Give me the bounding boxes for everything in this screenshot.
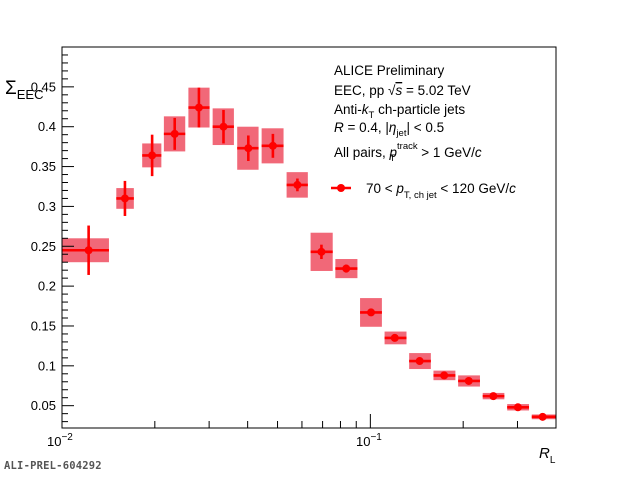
point-marker [440, 371, 449, 380]
y-tick-label: 0.4 [38, 119, 56, 134]
point-marker [464, 376, 473, 385]
annotation-alice-preliminary: ALICE Preliminary [334, 63, 445, 78]
data-point [531, 412, 556, 421]
point-marker [244, 144, 253, 153]
annotation-collision-system: EEC, pp √s = 5.02 TeV [334, 83, 471, 98]
data-point [433, 371, 456, 380]
data-point [482, 392, 505, 401]
point-marker [317, 247, 326, 256]
point-marker [120, 194, 129, 203]
point-marker [268, 141, 277, 150]
y-tick-label: 0.1 [38, 358, 56, 373]
axes [61, 46, 557, 429]
y-tick-label: 0.35 [31, 159, 56, 174]
x-axis-title: RL [539, 445, 556, 466]
x-tick-label-1e-1: 10−1 [356, 432, 382, 449]
data-point [286, 178, 308, 192]
legend-marker [337, 184, 345, 192]
point-marker [538, 412, 547, 421]
data-point [163, 117, 186, 150]
point-marker [170, 129, 179, 138]
x-tick-label-1e-2: 10−2 [47, 432, 73, 449]
data-points [62, 87, 556, 421]
point-marker [415, 357, 424, 366]
y-tick-label: 0.05 [31, 398, 56, 413]
legend: 70 < pT, ch jet < 120 GeV/c [331, 181, 516, 201]
data-point [261, 133, 284, 158]
data-point [188, 87, 210, 128]
y-axis-title: ΣEEC [5, 78, 43, 102]
data-point [212, 109, 234, 144]
y-tick-label: 0.25 [31, 239, 56, 254]
annotation-jet-algorithm: Anti-kT ch-particle jets [334, 102, 465, 121]
data-point [62, 225, 109, 275]
point-marker [148, 151, 157, 160]
plot-frame [61, 46, 557, 429]
point-marker [390, 333, 399, 342]
point-marker [293, 180, 302, 189]
preliminary-figure-id: ALI-PREL-604292 [4, 460, 102, 472]
systematic-boxes [62, 87, 556, 420]
data-point [237, 135, 259, 161]
y-tick-label: 0.3 [38, 199, 56, 214]
y-tick-labels: 0.05 0.1 0.15 0.2 0.25 0.3 0.35 0.4 0.45 [31, 79, 56, 413]
point-marker [489, 392, 498, 401]
point-marker [513, 403, 522, 412]
legend-label: 70 < pT, ch jet < 120 GeV/c [366, 181, 516, 201]
y-tick-label: 0.2 [38, 279, 56, 294]
data-point [384, 333, 407, 342]
annotation-block: ALICE Preliminary EEC, pp √s = 5.02 TeV … [334, 63, 482, 164]
annotation-jet-radius: R = 0.4, |ηjet| < 0.5 [334, 120, 444, 139]
ticks [61, 54, 557, 428]
y-tick-label: 0.45 [31, 79, 56, 94]
data-point [116, 180, 134, 216]
data-point [335, 264, 358, 273]
point-marker [367, 308, 376, 317]
annotation-track-cut: All pairs, ptrack T > 1 GeV/c [334, 141, 482, 164]
point-marker [342, 264, 351, 273]
y-tick-label: 0.15 [31, 318, 56, 333]
point-marker [84, 246, 93, 255]
data-point [360, 308, 382, 317]
data-point [142, 134, 162, 177]
sqrt-sign: √ [388, 83, 396, 98]
data-point [310, 244, 333, 260]
data-point [507, 403, 530, 412]
point-marker [194, 103, 203, 112]
data-point [409, 357, 431, 366]
data-point [458, 376, 480, 385]
point-marker [219, 122, 228, 131]
